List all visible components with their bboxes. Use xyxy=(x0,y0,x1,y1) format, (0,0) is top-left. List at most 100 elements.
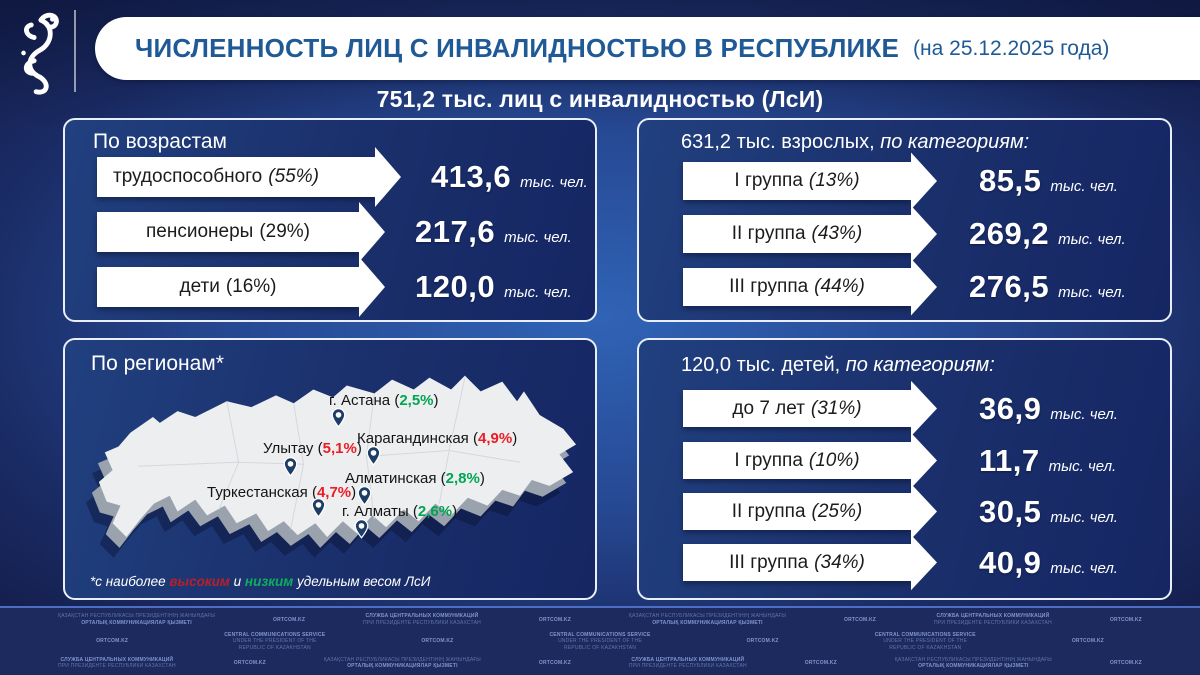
footnote-text: удельным весом ЛсИ xyxy=(293,574,431,589)
region-name: г. Алматы xyxy=(342,503,409,520)
watermark-row: ORTCOM.KZ CENTRAL COMMUNICATIONS SERVICE U… xyxy=(0,632,1200,652)
watermark-block-ort: ORTCOM.KZ xyxy=(538,616,571,623)
watermark-block-en: CENTRAL COMMUNICATIONS SERVICE UNDER THE … xyxy=(549,631,651,651)
stat-value: 40,9 xyxy=(979,544,1042,580)
marker-astana: г. Астана (2,5%) xyxy=(329,392,439,409)
stat-row-group2: II группа (43%) 269,2 тыс. чел. xyxy=(683,215,1126,253)
watermark-block-ort: ORTCOM.KZ xyxy=(1109,659,1142,666)
watermark-block-ru: СЛУЖБА ЦЕНТРАЛЬНЫХ КОММУНИКАЦИЙ ПРИ ПРЕЗИ… xyxy=(57,656,176,670)
stat-value: 85,5 xyxy=(979,163,1042,198)
watermark-block-ort: ORTCOM.KZ xyxy=(421,638,454,645)
stat-value-group: 413,6 тыс. чел. xyxy=(431,159,588,195)
region-pct: 2,6% xyxy=(417,503,453,520)
stat-label-box: I группа (13%) xyxy=(683,162,911,200)
stat-value-group: 276,5 тыс. чел. xyxy=(969,269,1126,305)
watermark-block-ru: СЛУЖБА ЦЕНТРАЛЬНЫХ КОММУНИКАЦИЙ ПРИ ПРЕЗИ… xyxy=(363,613,481,626)
stat-value: 217,6 xyxy=(415,214,496,249)
paren: ) xyxy=(433,392,439,409)
stat-value: 36,9 xyxy=(979,390,1042,426)
region-name: Карагандинская xyxy=(357,430,469,447)
stat-pct: (55%) xyxy=(268,166,319,187)
stat-label: II группа xyxy=(731,500,806,522)
stat-value-group: 269,2 тыс. чел. xyxy=(969,216,1126,252)
stat-value-group: 217,6 тыс. чел. xyxy=(415,214,572,250)
stat-label: II группа xyxy=(731,223,806,244)
watermark-block-ru: СЛУЖБА ЦЕНТРАЛЬНЫХ КОММУНИКАЦИЙ ПРИ ПРЕЗИ… xyxy=(628,656,747,670)
stat-label: пенсионеры xyxy=(146,221,254,242)
watermark-block-kz: ҚАЗАҚСТАН РЕСПУБЛИКАСЫ ПРЕЗИДЕНТІНІҢ ЖАН… xyxy=(57,613,216,626)
panel-children-title-main: 120,0 тыс. детей, xyxy=(681,354,841,376)
watermark-block-kz: ҚАЗАҚСТАН РЕСПУБЛИКАСЫ ПРЕЗИДЕНТІНІҢ ЖАН… xyxy=(894,656,1052,670)
panel-children: 120,0 тыс. детей, по категориям: до 7 ле… xyxy=(637,338,1172,600)
panel-adults-title: 631,2 тыс. взрослых, по категориям: xyxy=(681,131,1029,154)
stat-unit: тыс. чел. xyxy=(520,174,588,191)
stat-pct: (10%) xyxy=(808,449,860,471)
stat-unit: тыс. чел. xyxy=(504,229,572,246)
map-pin-karaganda-icon xyxy=(366,446,381,466)
stat-unit: тыс. чел. xyxy=(1050,405,1118,423)
watermark-block-ort: ORTCOM.KZ xyxy=(843,616,877,623)
stat-label-box: I группа (10%) xyxy=(683,442,911,479)
watermark-block-ort: ORTCOM.KZ xyxy=(1071,638,1104,645)
stat-pct: (31%) xyxy=(810,397,862,419)
region-pct: 5,1% xyxy=(322,440,357,457)
stat-row-under7: до 7 лет (31%) 36,9 тыс. чел. xyxy=(683,390,1118,427)
stat-row-group2: II группа (25%) 30,5 тыс. чел. xyxy=(683,493,1118,530)
stat-pct: (44%) xyxy=(814,276,865,297)
watermark-block-kz: ҚАЗАҚСТАН РЕСПУБЛИКАСЫ ПРЕЗИДЕНТІНІҢ ЖАН… xyxy=(628,613,787,626)
footnote-text: *с наиболее xyxy=(90,574,170,589)
marker-karaganda: Карагандинская (4,9%) xyxy=(357,430,517,447)
stat-row-working-age: трудоспособного (55%) 413,6 тыс. чел. xyxy=(97,157,588,197)
region-name: г. Астана xyxy=(329,392,391,409)
stat-unit: тыс. чел. xyxy=(1048,457,1117,475)
paren: ( xyxy=(317,440,323,457)
region-pct: 2,8% xyxy=(445,470,480,487)
paren: ( xyxy=(311,484,317,501)
paren: ( xyxy=(394,392,400,409)
stat-row-group3: III группа (34%) 40,9 тыс. чел. xyxy=(683,544,1118,581)
stat-label-box: дети (16%) xyxy=(97,267,359,307)
watermark-row: ҚАЗАҚСТАН РЕСПУБЛИКАСЫ ПРЕЗИДЕНТІНІҢ ЖАН… xyxy=(0,613,1200,626)
watermark-block-ort: ORTCOM.KZ xyxy=(804,659,837,666)
paren: ) xyxy=(512,430,518,447)
paren: ( xyxy=(440,470,446,487)
stat-label-box: III группа (44%) xyxy=(683,268,911,306)
total-subtitle: 751,2 тыс. лиц с инвалидностью (ЛсИ) xyxy=(376,86,824,112)
watermark-block-en: CENTRAL COMMUNICATIONS SERVICE UNDER THE … xyxy=(874,631,976,651)
paren: ) xyxy=(356,440,362,457)
paren: ( xyxy=(472,430,478,447)
kazakhstan-map xyxy=(86,375,577,558)
map-pin-astana-icon xyxy=(331,408,346,428)
watermark-row: СЛУЖБА ЦЕНТРАЛЬНЫХ КОММУНИКАЦИЙ ПРИ ПРЕЗИ… xyxy=(0,657,1200,670)
stat-row-children: дети (16%) 120,0 тыс. чел. xyxy=(97,267,572,307)
region-pct: 4,7% xyxy=(316,484,352,501)
region-pct: 4,9% xyxy=(477,430,513,447)
header-divider xyxy=(74,10,76,92)
panel-regions-title: По регионам* xyxy=(91,352,224,375)
stat-unit: тыс. чел. xyxy=(504,284,572,301)
stat-label: I группа xyxy=(734,170,803,191)
stat-unit: тыс. чел. xyxy=(1050,178,1118,195)
watermark-block-kz: ҚАЗАҚСТАН РЕСПУБЛИКАСЫ ПРЕЗИДЕНТІНІҢ ЖАН… xyxy=(323,656,481,670)
watermark-block-ort: ORTCOM.KZ xyxy=(96,638,129,645)
paren: ) xyxy=(479,470,485,487)
paren: ( xyxy=(412,503,418,520)
stat-value-group: 30,5 тыс. чел. xyxy=(979,494,1118,530)
stat-pct: (13%) xyxy=(808,170,860,191)
watermark-block-ort: ORTCOM.KZ xyxy=(746,638,779,645)
marker-almatinskaya: Алматинская (2,8%) xyxy=(345,470,485,487)
marker-turkestan: Туркестанская (4,7%) xyxy=(207,484,356,501)
stat-unit: тыс. чел. xyxy=(1058,231,1126,248)
stat-value-group: 40,9 тыс. чел. xyxy=(979,545,1118,581)
stat-pct: (16%) xyxy=(225,276,277,297)
stat-value: 11,7 xyxy=(979,442,1040,478)
panel-regions: По регионам* г. Астана (2,5%) Карагандин… xyxy=(63,338,597,600)
stat-unit: тыс. чел. xyxy=(1050,559,1118,577)
stat-label-box: II группа (25%) xyxy=(683,493,911,530)
stat-value-group: 85,5 тыс. чел. xyxy=(979,163,1118,199)
panel-adults-title-main: 631,2 тыс. взрослых, xyxy=(681,131,875,153)
stat-unit: тыс. чел. xyxy=(1058,284,1126,301)
paren: ) xyxy=(452,503,458,520)
stat-value: 120,0 xyxy=(415,269,496,304)
stat-value-group: 11,7 тыс. чел. xyxy=(979,443,1116,479)
